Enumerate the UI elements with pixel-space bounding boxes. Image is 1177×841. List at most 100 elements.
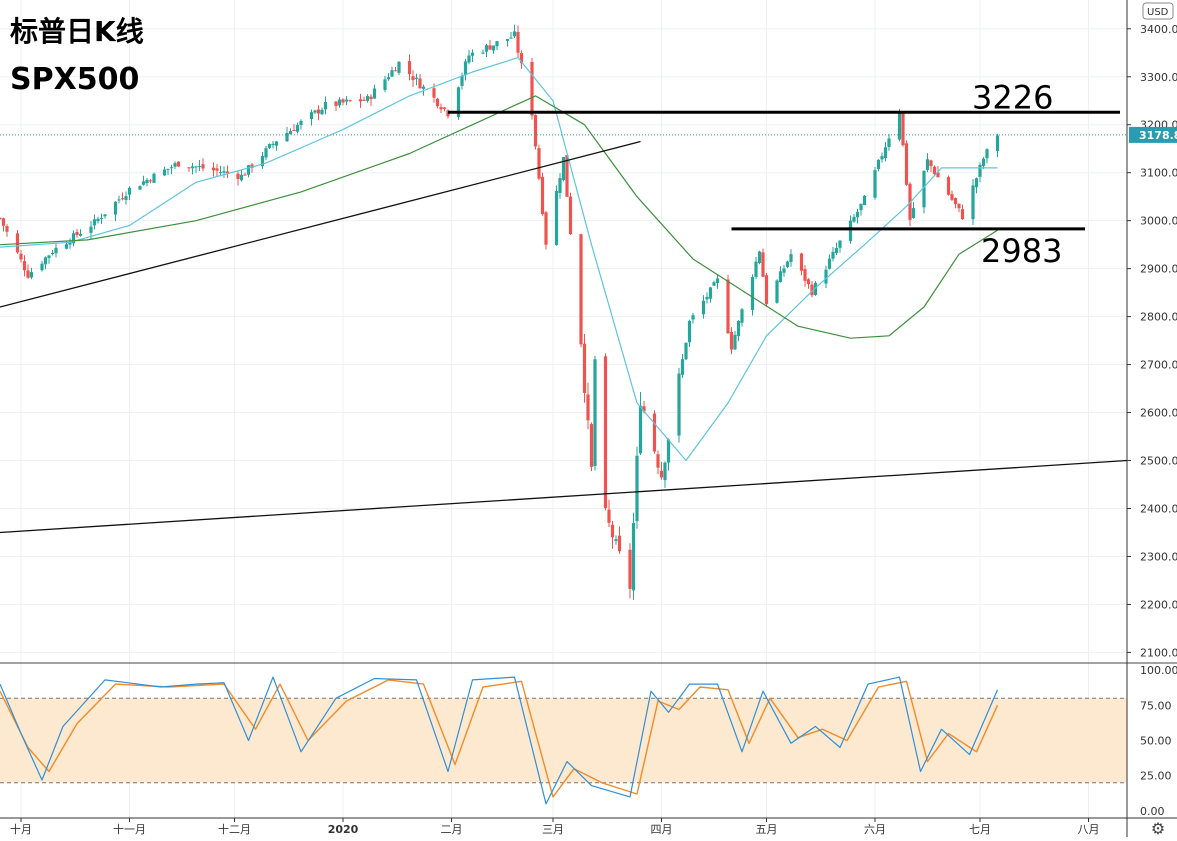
candle-body bbox=[78, 233, 83, 236]
candle-body bbox=[810, 284, 814, 296]
candle-body bbox=[260, 156, 265, 167]
candle-body bbox=[715, 278, 720, 284]
candle-body bbox=[873, 170, 877, 198]
candle-body bbox=[957, 203, 961, 209]
candle-body bbox=[348, 100, 352, 102]
candle-body bbox=[246, 165, 251, 175]
candle-body bbox=[341, 99, 345, 103]
candle-body bbox=[677, 373, 681, 436]
candle-body bbox=[432, 88, 436, 98]
time-tick-label: 十一月 bbox=[113, 822, 146, 836]
candle-body bbox=[932, 166, 937, 175]
candle-body bbox=[827, 258, 832, 269]
candle-body bbox=[491, 45, 496, 51]
oscillator-tick-label: 75.00 bbox=[1140, 699, 1172, 712]
candle-body bbox=[537, 148, 541, 179]
price-tick-label: 2900.0 bbox=[1140, 263, 1177, 276]
candle-body bbox=[442, 107, 447, 109]
price-tick-label: 2500.0 bbox=[1140, 455, 1177, 468]
candle-body bbox=[729, 331, 734, 350]
price-tick-label: 2700.0 bbox=[1140, 359, 1177, 372]
price-tick-label: 2100.0 bbox=[1140, 646, 1177, 659]
candle-body bbox=[460, 75, 464, 86]
candle-body bbox=[439, 107, 443, 110]
candle-body bbox=[239, 174, 244, 181]
candle-body bbox=[393, 70, 398, 72]
gear-icon[interactable]: ⚙ bbox=[1151, 819, 1165, 838]
candle-body bbox=[946, 177, 951, 195]
candle-body bbox=[190, 166, 195, 169]
candle-body bbox=[736, 320, 741, 337]
candle-body bbox=[372, 88, 377, 99]
candle-body bbox=[834, 247, 839, 254]
candle-body bbox=[64, 244, 69, 249]
candle-body bbox=[176, 161, 181, 167]
candle-body bbox=[635, 455, 639, 521]
candle-body bbox=[418, 78, 422, 89]
candle-body bbox=[761, 252, 765, 277]
candle-body bbox=[495, 41, 499, 47]
currency-button-label[interactable]: USD bbox=[1147, 7, 1169, 18]
candle-body bbox=[43, 257, 48, 265]
candle-body bbox=[505, 39, 510, 41]
candle-body bbox=[925, 159, 930, 170]
candle-body bbox=[806, 279, 811, 285]
candle-body bbox=[271, 143, 275, 146]
price-tick-label: 2200.0 bbox=[1140, 598, 1177, 611]
time-tick-label: 四月 bbox=[651, 823, 673, 836]
candle-body bbox=[540, 176, 545, 215]
candle-body bbox=[880, 156, 884, 160]
candle-body bbox=[407, 61, 412, 75]
candle-body bbox=[901, 113, 905, 146]
candle-body bbox=[978, 164, 982, 177]
candle-body bbox=[292, 130, 296, 132]
candle-body bbox=[96, 218, 100, 222]
candle-body bbox=[288, 130, 293, 135]
candle-body bbox=[603, 356, 608, 509]
candle-body bbox=[285, 133, 289, 142]
candle-body bbox=[824, 269, 828, 284]
price-tick-label: 3000.0 bbox=[1140, 215, 1177, 228]
candle-body bbox=[120, 198, 125, 200]
price-tick-label: 2800.0 bbox=[1140, 311, 1177, 324]
level-label: 2983 bbox=[981, 232, 1062, 270]
candle-body bbox=[971, 185, 975, 220]
candle-body bbox=[127, 187, 132, 195]
candle-body bbox=[568, 196, 573, 235]
last-price-label: 3178.8 bbox=[1139, 129, 1177, 142]
candle-body bbox=[411, 76, 415, 80]
candle-body bbox=[215, 168, 219, 171]
time-tick-label: 十二月 bbox=[218, 822, 251, 836]
candle-body bbox=[855, 211, 860, 218]
candle-body bbox=[369, 96, 373, 100]
candle-body bbox=[782, 268, 786, 273]
candle-body bbox=[50, 252, 55, 254]
candle-body bbox=[642, 406, 646, 412]
candle-body bbox=[887, 138, 891, 148]
candle-body bbox=[638, 405, 643, 454]
time-tick-label: 五月 bbox=[756, 823, 778, 836]
candle-body bbox=[201, 164, 205, 169]
candle-body bbox=[607, 509, 611, 523]
candle-body bbox=[152, 173, 156, 183]
time-tick-label: 二月 bbox=[441, 823, 463, 836]
candle-body bbox=[99, 218, 104, 220]
candle-body bbox=[19, 253, 23, 260]
candle-body bbox=[169, 167, 174, 169]
candle-body bbox=[309, 112, 314, 120]
currency-button bbox=[1142, 2, 1174, 20]
candle-body bbox=[593, 359, 597, 466]
candle-body bbox=[103, 214, 107, 217]
candle-body bbox=[467, 55, 471, 63]
candle-body bbox=[267, 144, 272, 148]
candle-body bbox=[488, 45, 492, 50]
oscillator-tick-label: 50.00 bbox=[1140, 735, 1172, 748]
candle-body bbox=[316, 109, 321, 114]
candle-body bbox=[243, 174, 247, 176]
candle-body bbox=[173, 163, 177, 167]
candle-body bbox=[0, 218, 2, 220]
candle-body bbox=[15, 233, 20, 253]
candle-body bbox=[362, 99, 366, 101]
candle-body bbox=[904, 143, 909, 185]
